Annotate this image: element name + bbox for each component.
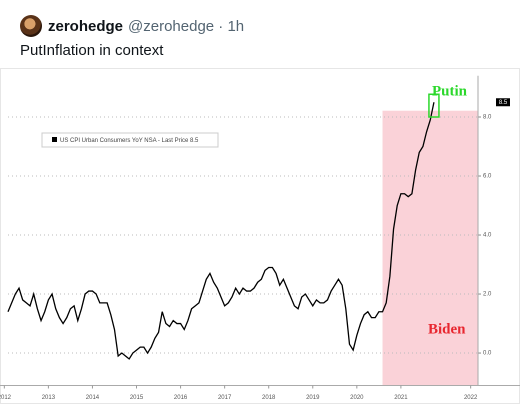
highlight-band [382, 110, 478, 386]
avatar[interactable] [20, 15, 42, 37]
annotation: Biden [428, 321, 466, 337]
tweet-header: zerohedge @zerohedge · 1h [20, 14, 244, 38]
x-tick-label: 2015 [130, 395, 144, 401]
y-tick-label: 6.0 [483, 174, 492, 180]
x-tick-label: 2019 [306, 395, 320, 401]
y-tick-label: 2.0 [483, 292, 492, 298]
chart: 0.0 2.0 4.0 6.0 8.0 2012 2013 2014 2015 2016 2017 2… [0, 68, 520, 404]
putin-box [428, 93, 440, 118]
annotation: Putin [432, 83, 468, 99]
x-tick-label: 2022 [464, 395, 478, 401]
line [7, 102, 435, 360]
y-tick-label: 4.0 [483, 233, 492, 239]
last-price-label: 8.5 [499, 100, 508, 106]
x-tick-label: 2013 [42, 395, 56, 401]
y-tick-label: 8.0 [483, 115, 492, 121]
y-tick-label: 0.0 [483, 351, 492, 357]
x-tick-label: 2018 [262, 395, 276, 401]
x-tick-label: 2020 [350, 395, 364, 401]
last-price-tag [496, 98, 510, 107]
x-tick-label: 2014 [86, 395, 100, 401]
user-name[interactable]: zerohedge [48, 17, 124, 35]
x-tick-label: 2021 [394, 395, 408, 401]
legend-text: US CPI Urban Consumers YoY NSA - Last Pr… [60, 138, 199, 144]
legend-box [41, 132, 219, 148]
tweet-text: PutInflation in context [20, 42, 164, 59]
legend-swatch [52, 137, 57, 142]
x-tick-label: 2017 [218, 395, 232, 401]
x-tick-label: 2012 [0, 395, 12, 401]
x-tick-label: 2016 [174, 395, 188, 401]
user-meta: @zerohedge · 1h [128, 17, 245, 35]
